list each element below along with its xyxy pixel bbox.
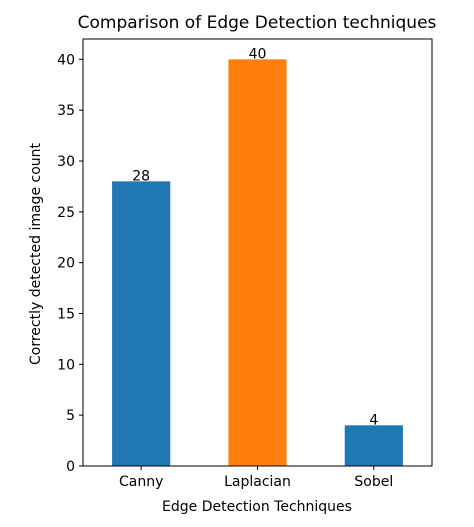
y-tick-label: 0 — [66, 459, 75, 475]
y-tick-label: 40 — [57, 52, 75, 68]
bars — [112, 59, 403, 467]
data-label-sobel: 4 — [369, 412, 378, 428]
x-tick-label-canny: Canny — [119, 474, 163, 490]
y-tick-label: 35 — [57, 103, 75, 119]
y-axis-ticks: 0 5 10 15 20 25 30 35 40 — [57, 52, 83, 475]
y-tick-label: 15 — [57, 307, 75, 323]
bar-data-labels: 28 40 4 — [132, 46, 378, 428]
y-tick-label: 5 — [66, 408, 75, 424]
x-tick-label-laplacian: Laplacian — [224, 474, 291, 490]
bar-laplacian — [228, 59, 287, 466]
bar-sobel — [344, 425, 403, 466]
y-axis-label: Correctly detected image count — [28, 142, 44, 365]
y-tick-label: 30 — [57, 154, 75, 170]
chart-title: Comparison of Edge Detection techniques — [78, 13, 437, 33]
data-label-canny: 28 — [132, 168, 150, 184]
y-tick-label: 25 — [57, 205, 75, 221]
x-axis-ticks: Canny Laplacian Sobel — [119, 466, 393, 490]
bar-canny — [112, 181, 171, 467]
y-tick-label: 10 — [57, 357, 75, 373]
y-tick-label: 20 — [57, 256, 75, 272]
x-tick-label-sobel: Sobel — [354, 474, 393, 490]
x-axis-label: Edge Detection Techniques — [162, 499, 352, 515]
plot-area: 28 40 4 0 5 10 15 20 25 30 35 40 Canny Laplacian Sob… — [57, 38, 433, 490]
data-label-laplacian: 40 — [249, 46, 267, 62]
